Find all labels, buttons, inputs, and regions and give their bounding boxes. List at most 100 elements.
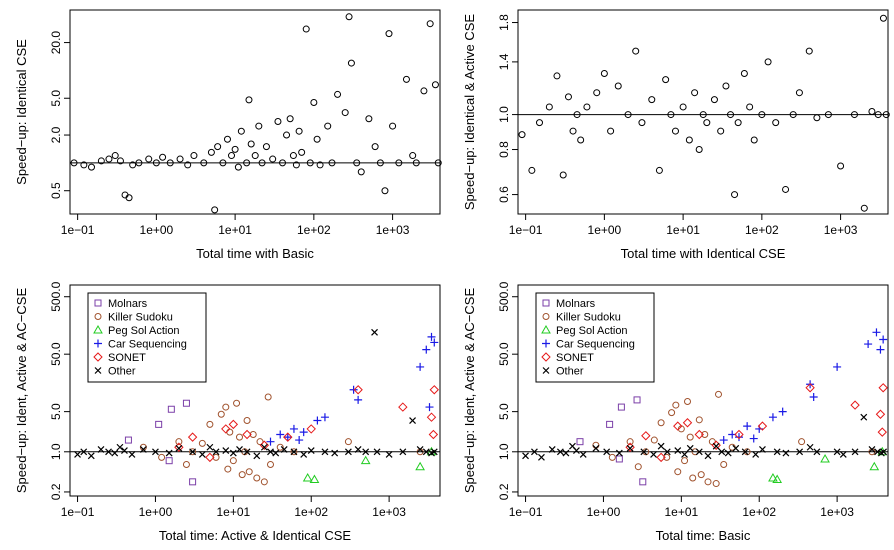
car-sequencing-point bbox=[289, 424, 298, 433]
series-point bbox=[600, 69, 608, 77]
other-point bbox=[272, 449, 280, 457]
series-point bbox=[365, 115, 373, 123]
sonet-point bbox=[757, 421, 768, 431]
car-sequencing-point bbox=[735, 433, 744, 442]
panel-bottom-right: 1e−01 1e+00 1e+01 1e+02 1e+03 0.2 1.0 5.0 50.0 50… bbox=[462, 281, 889, 543]
other-point bbox=[206, 443, 214, 451]
series-point bbox=[402, 75, 410, 83]
x-tick-label: 1e+02 bbox=[294, 505, 328, 519]
series-point bbox=[882, 111, 890, 119]
legend-box bbox=[535, 292, 655, 383]
series-point bbox=[279, 159, 287, 167]
legend-marker bbox=[542, 299, 550, 307]
molnars-point bbox=[639, 478, 647, 486]
series-point bbox=[695, 146, 703, 154]
series-point bbox=[573, 111, 581, 119]
legend-marker bbox=[541, 352, 551, 362]
other-point bbox=[165, 449, 173, 457]
sonet-point bbox=[398, 402, 408, 412]
series-point bbox=[727, 111, 735, 119]
sonet-point bbox=[426, 412, 437, 422]
other-point bbox=[773, 448, 781, 456]
other-point bbox=[139, 445, 147, 453]
series-point bbox=[685, 136, 693, 144]
legend-marker bbox=[93, 352, 103, 362]
series-point bbox=[874, 111, 882, 119]
x-axis-label: Total time: Basic bbox=[656, 528, 751, 543]
other-point bbox=[105, 448, 112, 456]
y-tick-label: 0.8 bbox=[497, 141, 511, 158]
series-point bbox=[145, 155, 153, 163]
series-point bbox=[710, 96, 718, 104]
other-point bbox=[290, 448, 298, 456]
killer-sudoku-point bbox=[626, 438, 634, 446]
killer-sudoku-point bbox=[686, 433, 694, 441]
series-point bbox=[789, 111, 797, 119]
other-point bbox=[409, 417, 416, 424]
panel-bottom-left: 1e−01 1e+00 1e+01 1e+02 1e+03 0.2 1.0 5.0 50.0 50… bbox=[14, 281, 441, 543]
killer-sudoku-point bbox=[222, 403, 230, 411]
series-point bbox=[211, 206, 219, 214]
car-sequencing-point bbox=[876, 345, 885, 354]
killer-sudoku-point bbox=[592, 441, 600, 449]
legend-marker bbox=[541, 324, 551, 334]
series-point bbox=[717, 127, 725, 135]
series-point bbox=[409, 152, 417, 160]
series-point bbox=[734, 119, 742, 127]
series-point bbox=[306, 159, 314, 167]
legend-marker bbox=[94, 367, 102, 374]
other-point bbox=[752, 450, 760, 458]
x-tick-label: 1e−01 bbox=[509, 223, 543, 237]
killer-sudoku-point bbox=[233, 399, 241, 407]
series-point bbox=[258, 159, 266, 167]
other-point bbox=[430, 448, 438, 456]
other-point bbox=[874, 448, 881, 456]
series-point bbox=[234, 163, 242, 171]
legend-marker bbox=[542, 367, 550, 374]
killer-sudoku-point bbox=[650, 436, 658, 444]
x-tick-label: 1e+02 bbox=[297, 223, 331, 237]
other-point bbox=[851, 448, 859, 456]
legend-box bbox=[87, 292, 207, 383]
killer-sudoku-point bbox=[206, 420, 214, 428]
series-point bbox=[795, 89, 803, 97]
series-point bbox=[671, 127, 679, 135]
other-point bbox=[704, 452, 712, 460]
other-point bbox=[741, 448, 749, 456]
series-point bbox=[302, 25, 310, 33]
killer-sudoku-point bbox=[743, 448, 751, 456]
sonet-point bbox=[875, 409, 886, 419]
series-point bbox=[371, 143, 379, 151]
series-point bbox=[758, 111, 766, 119]
other-point bbox=[603, 448, 611, 456]
series-point bbox=[289, 152, 297, 160]
series-point bbox=[80, 161, 88, 169]
x-tick-label: 1e+03 bbox=[820, 505, 854, 519]
series-point bbox=[207, 148, 215, 156]
x-tick-label: 1e+03 bbox=[372, 505, 406, 519]
x-tick-label: 1e+00 bbox=[140, 223, 174, 237]
killer-sudoku-point bbox=[266, 461, 274, 469]
series-point bbox=[667, 111, 675, 119]
car-sequencing-point bbox=[755, 424, 764, 433]
panel-top-right: 1e−01 1e+00 1e+01 1e+02 1e+03 0.6 0.8 1.0 1.4 1.8… bbox=[462, 9, 890, 261]
car-sequencing-point bbox=[809, 392, 818, 401]
panel-top-left: 1e−01 1e+00 1e+01 1e+02 1e+03 0.5 2.0 5.0 20.0 To… bbox=[14, 9, 442, 261]
other-point bbox=[868, 445, 876, 453]
molnars-point bbox=[189, 478, 197, 486]
other-point bbox=[839, 450, 847, 458]
x-tick-label: 1e+03 bbox=[376, 223, 410, 237]
series-point bbox=[395, 159, 403, 167]
killer-sudoku-point bbox=[657, 419, 665, 427]
peg-sol-action-point bbox=[820, 453, 830, 463]
other-point bbox=[307, 447, 315, 454]
plot-frame bbox=[517, 284, 889, 497]
series-point bbox=[385, 30, 393, 38]
series-point bbox=[750, 136, 758, 144]
x-axis-label: Total time with Basic bbox=[196, 246, 314, 261]
sonet-point bbox=[283, 432, 293, 442]
x-tick-label: 1e+00 bbox=[139, 505, 173, 519]
other-point bbox=[615, 449, 623, 457]
killer-sudoku-point bbox=[672, 401, 680, 409]
legend-label: Other bbox=[108, 366, 136, 378]
